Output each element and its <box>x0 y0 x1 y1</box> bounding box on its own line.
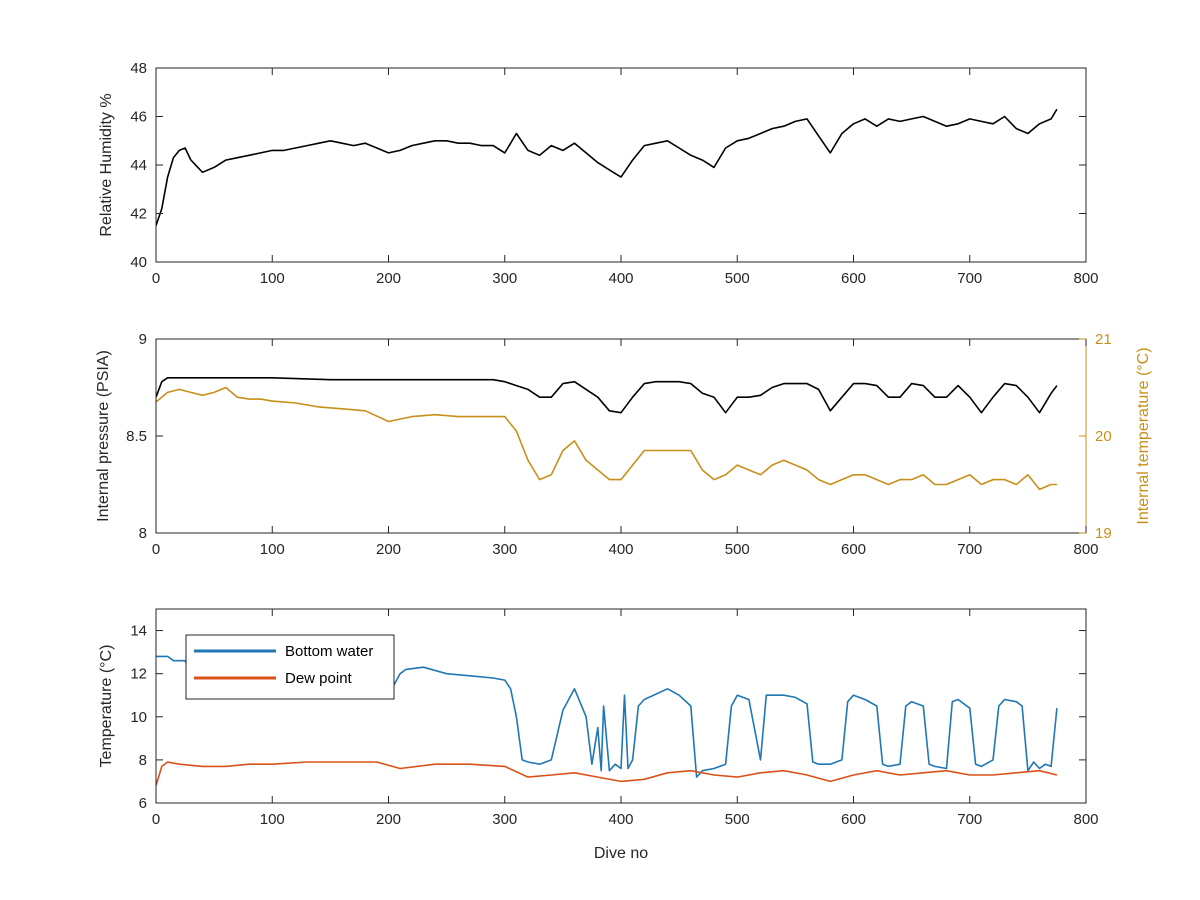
x-tick-label: 100 <box>260 541 285 558</box>
x-tick-label: 600 <box>841 541 866 558</box>
x-tick-label: 0 <box>152 270 160 287</box>
y-tick-label: 40 <box>130 254 147 271</box>
x-tick-label: 700 <box>957 541 982 558</box>
x-tick-label: 800 <box>1073 270 1098 287</box>
y-tick-label: 44 <box>130 157 147 174</box>
x-tick-label: 0 <box>152 541 160 558</box>
x-tick-label: 600 <box>841 811 866 828</box>
x-tick-label: 200 <box>376 270 401 287</box>
y-axis-label-humidity: Relative Humidity % <box>98 93 115 236</box>
series-line-0-0 <box>156 108 1058 226</box>
x-tick-label: 300 <box>492 541 517 558</box>
legend: Bottom water Dew point <box>185 634 395 700</box>
y-tick-label: 46 <box>130 109 147 126</box>
x-tick-label: 700 <box>957 270 982 287</box>
series-line-1-1 <box>156 386 1057 491</box>
y-tick-label: 48 <box>130 60 147 77</box>
x-tick-label: 700 <box>957 811 982 828</box>
y-right-tick-label: 20 <box>1095 428 1112 445</box>
y-right-tick-label: 19 <box>1095 525 1112 542</box>
x-tick-label: 400 <box>608 811 633 828</box>
x-tick-label: 0 <box>152 811 160 828</box>
y-tick-label: 10 <box>130 709 147 726</box>
x-tick-label: 200 <box>376 541 401 558</box>
panel-pressure-temperature: 0 100 200 300 400 500 600 700 800 8 8.5 9 19 20 21 Inte… <box>95 331 1152 558</box>
x-tick-label: 100 <box>260 811 285 828</box>
y-axis-label-pressure: Internal pressure (PSIA) <box>95 350 112 522</box>
series-line-1-0 <box>156 377 1058 414</box>
series-line-bottom-water <box>156 655 1058 778</box>
legend-label-bottom-water: Bottom water <box>285 643 373 660</box>
panel-relative-humidity: 0 100 200 300 400 500 600 700 800 40 42 44 46 48 Relat… <box>98 60 1099 287</box>
x-tick-label: 100 <box>260 270 285 287</box>
y-tick-label: 6 <box>139 795 147 812</box>
panel-temperature: 0 100 200 300 400 500 600 700 800 6 8 10 12 14 Bottom … <box>98 608 1099 862</box>
y-tick-label: 14 <box>130 623 147 640</box>
legend-box <box>185 634 395 700</box>
y-axis-label-temperature: Temperature (°C) <box>98 645 115 768</box>
y-tick-label: 8.5 <box>126 428 147 445</box>
x-tick-label: 300 <box>492 811 517 828</box>
x-tick-label: 200 <box>376 811 401 828</box>
y-tick-label: 42 <box>130 206 147 223</box>
y-tick-label: 9 <box>139 331 147 348</box>
y-right-tick-label: 21 <box>1095 331 1112 348</box>
x-tick-label: 300 <box>492 270 517 287</box>
y-tick-label: 12 <box>130 666 147 683</box>
x-tick-label: 500 <box>725 541 750 558</box>
y-axis-label-internal-temperature: Internal temperature (°C) <box>1135 347 1152 524</box>
series-line-dew-point <box>156 761 1058 787</box>
x-tick-label: 800 <box>1073 541 1098 558</box>
x-tick-label: 500 <box>725 811 750 828</box>
x-tick-label: 500 <box>725 270 750 287</box>
x-tick-label: 400 <box>608 541 633 558</box>
x-tick-label: 800 <box>1073 811 1098 828</box>
y-tick-label: 8 <box>139 752 147 769</box>
y-tick-label: 8 <box>139 525 147 542</box>
x-tick-label: 600 <box>841 270 866 287</box>
x-axis-label-dive-no: Dive no <box>594 845 648 862</box>
legend-label-dew-point: Dew point <box>285 670 353 687</box>
x-tick-label: 400 <box>608 270 633 287</box>
